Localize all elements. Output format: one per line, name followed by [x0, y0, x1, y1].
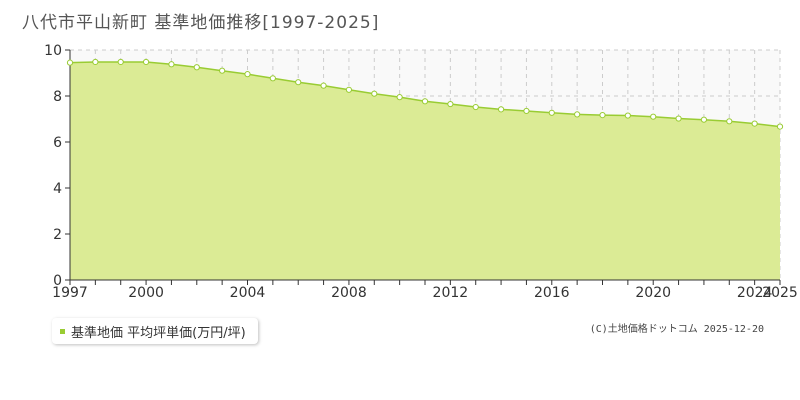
x-tick-label: 2024	[737, 285, 773, 301]
credit-text: (C)土地価格ドットコム 2025-12-20	[589, 324, 764, 335]
legend-label: 基準地価 平均坪単価(万円/坪)	[71, 325, 246, 341]
data-point	[193, 64, 200, 71]
data-point	[219, 67, 226, 74]
data-point	[295, 79, 302, 86]
data-point	[66, 59, 74, 66]
data-point	[396, 94, 403, 101]
data-points	[66, 58, 784, 130]
x-tick-label: 1997	[52, 285, 88, 301]
data-point	[751, 120, 758, 127]
x-tick-label: 2020	[635, 285, 671, 301]
x-tick-label: 2025	[762, 285, 798, 301]
x-tick-label: 2016	[534, 285, 570, 301]
data-point	[726, 118, 733, 125]
y-tick-label: 8	[53, 89, 62, 105]
data-point	[472, 103, 479, 111]
data-point	[624, 112, 631, 119]
y-tick-label: 2	[53, 227, 62, 243]
y-tick-label: 0	[53, 273, 62, 289]
data-point	[421, 98, 429, 105]
data-point	[548, 109, 555, 116]
data-point	[117, 58, 124, 66]
data-point	[574, 111, 581, 118]
data-point	[497, 106, 505, 113]
axes	[65, 49, 781, 285]
data-point	[168, 61, 175, 68]
y-tick-label: 6	[53, 135, 62, 151]
x-tick-label: 2000	[128, 285, 164, 301]
y-tick-label: 4	[53, 181, 62, 197]
data-point	[675, 115, 682, 122]
data-point	[650, 113, 657, 120]
legend: 基準地価 平均坪単価(万円/坪)	[52, 318, 258, 344]
tick-labels: 0 2 4 6 8 10 1997 2000 2004 2008 2012 2016 2020 20242…	[44, 43, 798, 301]
data-point	[244, 71, 251, 78]
data-point	[92, 58, 99, 66]
legend-swatch	[60, 328, 65, 334]
data-point	[371, 90, 378, 97]
data-point	[523, 107, 530, 115]
x-tick-label: 2004	[230, 285, 266, 301]
data-point	[320, 82, 327, 89]
data-point	[599, 111, 606, 119]
data-point	[345, 86, 353, 93]
x-tick-label: 2008	[331, 285, 367, 301]
x-tick-label: 2012	[433, 285, 469, 301]
data-point	[447, 100, 454, 108]
data-point	[269, 75, 276, 82]
data-point	[700, 116, 708, 123]
data-point	[776, 123, 784, 130]
y-tick-label: 10	[44, 43, 62, 59]
page-title: 八代市平山新町 基準地価推移[1997-2025]	[22, 13, 380, 33]
data-point	[142, 58, 150, 66]
